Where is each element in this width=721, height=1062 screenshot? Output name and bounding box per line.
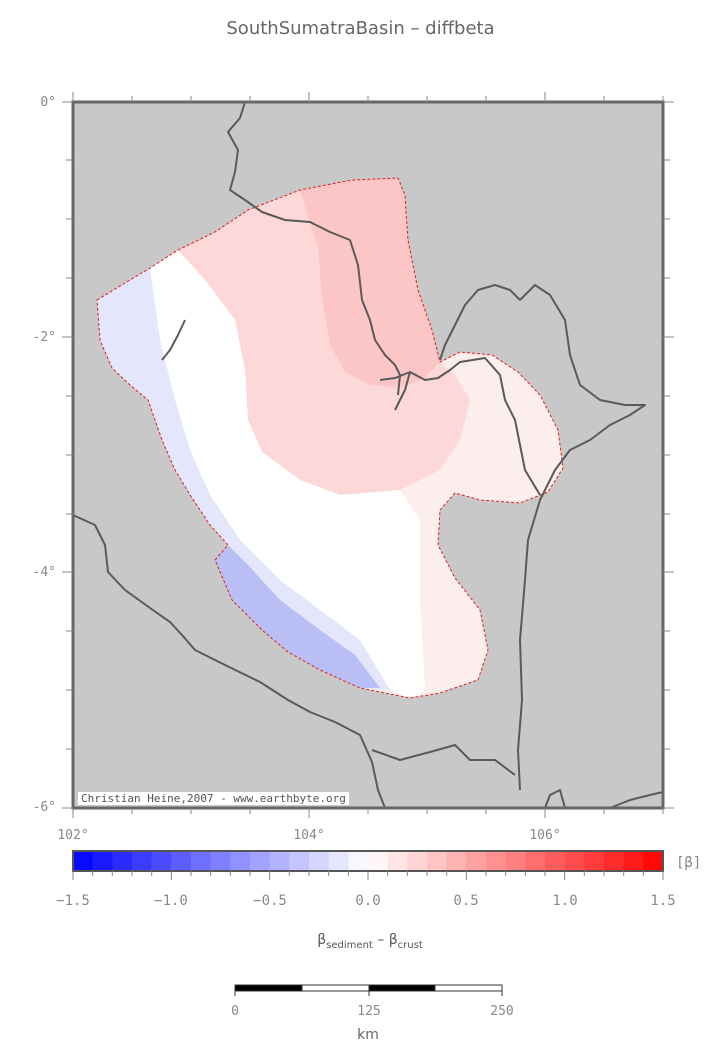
lat-label: -4° xyxy=(32,565,56,580)
scale-bar-label: 0 xyxy=(231,1004,239,1019)
colorbar-cell xyxy=(407,851,428,871)
colorbar-cell xyxy=(191,851,212,871)
colorbar-cell xyxy=(643,851,664,871)
colorbar-cell xyxy=(132,851,153,871)
scale-bar-label: 250 xyxy=(490,1004,514,1019)
colorbar-cell xyxy=(446,851,467,871)
colorbar-cell xyxy=(387,851,408,871)
colorbar-cell xyxy=(604,851,625,871)
colorbar-cell xyxy=(289,851,310,871)
colorbar-cell xyxy=(623,851,644,871)
colorbar-tick-label: −1.5 xyxy=(56,893,90,909)
colorbar-cell xyxy=(210,851,231,871)
basin-outline xyxy=(96,177,564,699)
colorbar-tick-label: 1.0 xyxy=(552,893,578,909)
colorbar-cell xyxy=(348,851,369,871)
colorbar-cell xyxy=(309,851,330,871)
colorbar-tick-label: 1.5 xyxy=(650,893,676,909)
colorbar-cell xyxy=(466,851,487,871)
colorbar-tick-label: −0.5 xyxy=(253,893,287,909)
lat-label: -6° xyxy=(32,800,56,815)
colorbar-cell xyxy=(368,851,389,871)
colorbar-cell xyxy=(505,851,526,871)
credit-label: Christian Heine,2007 - www.earthbyte.org xyxy=(78,792,349,805)
map-ticks xyxy=(62,92,674,818)
colorbar-tick-label: −1.0 xyxy=(154,893,188,909)
colorbar-cell xyxy=(564,851,585,871)
colorbar-cell xyxy=(525,851,546,871)
colorbar-cell xyxy=(486,851,507,871)
colorbar-cell xyxy=(584,851,605,871)
lat-label: -2° xyxy=(32,330,56,345)
colorbar-cell xyxy=(112,851,133,871)
colorbar-cell xyxy=(427,851,448,871)
colorbar-cell xyxy=(73,851,94,871)
colorbar-cell xyxy=(545,851,566,871)
coastlines xyxy=(73,102,663,808)
colorbar-title: βsediment – βcrust xyxy=(317,932,423,951)
colorbar-unit: [β] xyxy=(676,855,702,871)
lon-label: 104° xyxy=(293,828,325,843)
colorbar-cell xyxy=(328,851,349,871)
map-title: SouthSumatraBasin – diffbeta xyxy=(226,18,495,39)
scale-bar-label: 125 xyxy=(357,1004,381,1019)
colorbar-tick-label: 0.0 xyxy=(355,893,381,909)
scale-bar xyxy=(234,984,503,996)
lat-label: 0° xyxy=(40,95,56,110)
basin-neutral-zone xyxy=(150,250,425,698)
colorbar-cell xyxy=(92,851,113,871)
colorbar-cell xyxy=(230,851,251,871)
lon-label: 102° xyxy=(57,828,89,843)
colorbar-cell xyxy=(151,851,172,871)
colorbar-tick-label: 0.5 xyxy=(453,893,479,909)
colorbar-cell xyxy=(269,851,290,871)
colorbar-cell xyxy=(171,851,192,871)
colorbar-cell xyxy=(250,851,271,871)
colorbar-ticks xyxy=(72,871,664,880)
basin-lower-zone xyxy=(215,545,380,688)
basin-mid-zone xyxy=(178,190,470,495)
lon-label: 106° xyxy=(529,828,561,843)
colorbar xyxy=(73,851,664,871)
scale-bar-unit: km xyxy=(357,1027,379,1043)
